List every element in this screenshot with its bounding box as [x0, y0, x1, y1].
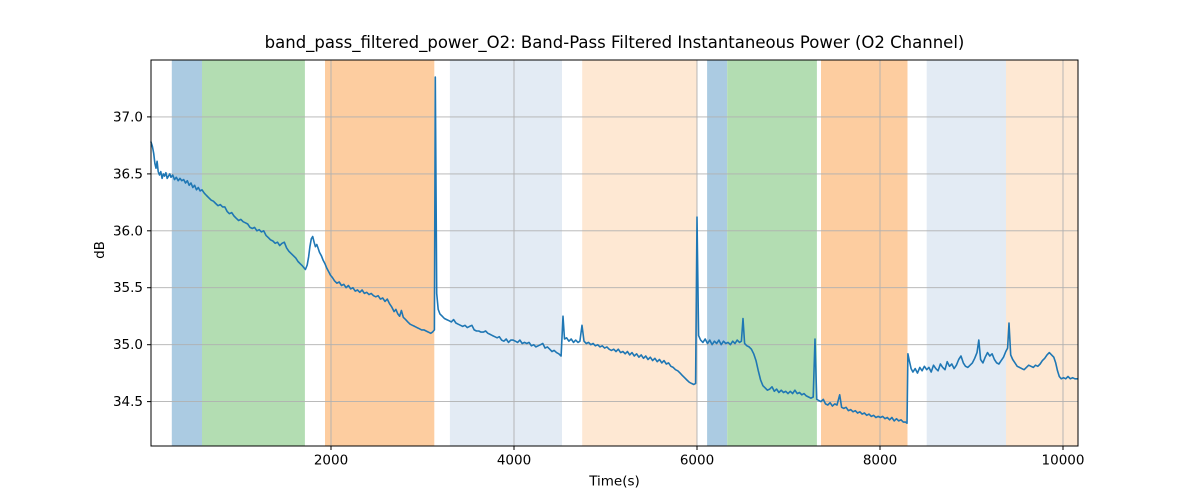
shaded-region-orange — [821, 60, 908, 446]
axis-ticks-layer — [147, 116, 1064, 450]
shaded-region-light_orange — [582, 60, 697, 446]
y-tick-label: 35.5 — [113, 280, 143, 296]
x-tick-label: 4000 — [497, 453, 531, 469]
shaded-region-blue — [171, 60, 202, 446]
shaded-region-blue — [707, 60, 728, 446]
x-tick-label: 6000 — [680, 453, 714, 469]
x-tick-label: 2000 — [314, 453, 348, 469]
tick-labels-layer: 2000 4000 6000 8000 10000 34.5 35.0 35.5 36.0 36.… — [113, 109, 1085, 468]
gridlines-layer — [151, 60, 1078, 446]
y-axis-label: dB — [92, 241, 108, 259]
x-axis-label: Time(s) — [588, 474, 640, 490]
shaded-region-light_orange — [1006, 60, 1078, 446]
shaded-region-green — [727, 60, 817, 446]
y-tick-label: 37.0 — [113, 109, 143, 125]
data-series-layer — [150, 76, 1079, 425]
shaded-region-light_blue — [449, 60, 562, 446]
chart-title: band_pass_filtered_power_O2: Band-Pass F… — [265, 33, 965, 53]
x-tick-label: 8000 — [863, 453, 897, 469]
shaded-region-orange — [325, 60, 435, 446]
y-tick-label: 34.5 — [113, 394, 143, 410]
y-tick-label: 36.5 — [113, 166, 143, 182]
x-tick-label: 10000 — [1042, 453, 1085, 469]
shaded-region-green — [202, 60, 305, 446]
y-tick-label: 36.0 — [113, 223, 143, 239]
y-tick-label: 35.0 — [113, 337, 143, 353]
shaded-region-light_blue — [926, 60, 1006, 446]
plot-border — [150, 59, 1079, 447]
data-line-band_pass_filtered_power_O2 — [150, 76, 1079, 425]
shaded-regions-layer — [171, 60, 1078, 446]
